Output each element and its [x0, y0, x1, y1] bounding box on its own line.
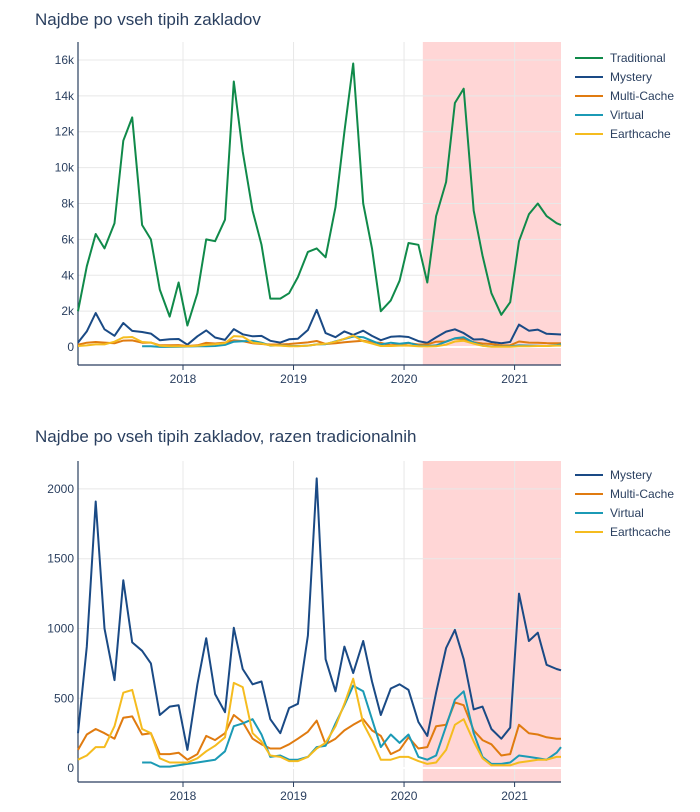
- y-tick-label: 16k: [55, 53, 75, 67]
- y-tick-label: 0: [67, 340, 74, 354]
- y-tick-label: 4k: [61, 268, 75, 282]
- y-tick-label: 1000: [47, 621, 74, 635]
- legend-label: Earthcache: [610, 127, 671, 141]
- chart-2: Najdbe po vseh tipih zakladov, razen tra…: [35, 427, 674, 803]
- chart-2-legend: Mystery Multi-Cache Virtual Earthcache: [575, 468, 674, 539]
- y-tick-label: 10k: [55, 161, 75, 175]
- legend-item-virtual[interactable]: Virtual: [575, 108, 644, 122]
- series-line-earthcache: [77, 677, 561, 767]
- series-line-earthcache: [77, 334, 561, 348]
- legend-item-mystery[interactable]: Mystery: [575, 70, 652, 84]
- legend-item-multi-cache[interactable]: Multi-Cache: [575, 487, 674, 501]
- x-tick-label: 2020: [391, 372, 418, 386]
- legend-label: Virtual: [610, 108, 644, 122]
- legend-label: Mystery: [610, 468, 652, 482]
- y-tick-label: 500: [54, 691, 74, 705]
- legend-item-traditional[interactable]: Traditional: [575, 51, 666, 65]
- y-tick-label: 0: [67, 761, 74, 775]
- x-tick-label: 2020: [391, 789, 418, 803]
- x-tick-label: 2019: [280, 789, 307, 803]
- chart-1-plot-area: 0 2k 4k 6k 8k 10k 12k 14k 16k 2018 2019 2020 2021: [55, 42, 562, 386]
- series-line-traditional: [77, 62, 562, 327]
- series-line-multi-cache: [77, 701, 561, 761]
- legend-item-multi-cache[interactable]: Multi-Cache: [575, 89, 674, 103]
- y-tick-label: 12k: [55, 125, 75, 139]
- legend-item-mystery[interactable]: Mystery: [575, 468, 652, 482]
- legend-label: Multi-Cache: [610, 487, 674, 501]
- y-tick-label: 6k: [61, 232, 75, 246]
- y-tick-label: 8k: [61, 197, 75, 211]
- x-tick-label: 2018: [170, 789, 197, 803]
- x-tick-label: 2021: [501, 789, 528, 803]
- legend-label: Earthcache: [610, 525, 671, 539]
- chart-2-plot-area: 0 500 1000 1500 2000 2018 2019 2020 2021: [47, 461, 562, 803]
- chart-2-title: Najdbe po vseh tipih zakladov, razen tra…: [35, 427, 416, 446]
- series-line-mystery: [77, 308, 562, 346]
- legend-label: Mystery: [610, 70, 652, 84]
- x-tick-label: 2019: [280, 372, 307, 386]
- chart-1: Najdbe po vseh tipih zakladov 0 2k 4k 6k 8k 1…: [35, 10, 674, 386]
- legend-item-earthcache[interactable]: Earthcache: [575, 525, 671, 539]
- chart-1-legend: Traditional Mystery Multi-Cache Virtual Eart…: [575, 51, 674, 141]
- series-line-virtual: [142, 684, 562, 768]
- legend-label: Traditional: [610, 51, 666, 65]
- chart-1-title: Najdbe po vseh tipih zakladov: [35, 10, 261, 29]
- x-tick-label: 2018: [170, 372, 197, 386]
- y-tick-label: 2k: [61, 304, 75, 318]
- x-tick-label: 2021: [501, 372, 528, 386]
- series-line-mystery: [77, 477, 562, 751]
- y-tick-label: 2000: [47, 482, 74, 496]
- legend-item-virtual[interactable]: Virtual: [575, 506, 644, 520]
- legend-label: Multi-Cache: [610, 89, 674, 103]
- y-tick-label: 14k: [55, 89, 75, 103]
- legend-item-earthcache[interactable]: Earthcache: [575, 127, 671, 141]
- legend-label: Virtual: [610, 506, 644, 520]
- y-tick-label: 1500: [47, 552, 74, 566]
